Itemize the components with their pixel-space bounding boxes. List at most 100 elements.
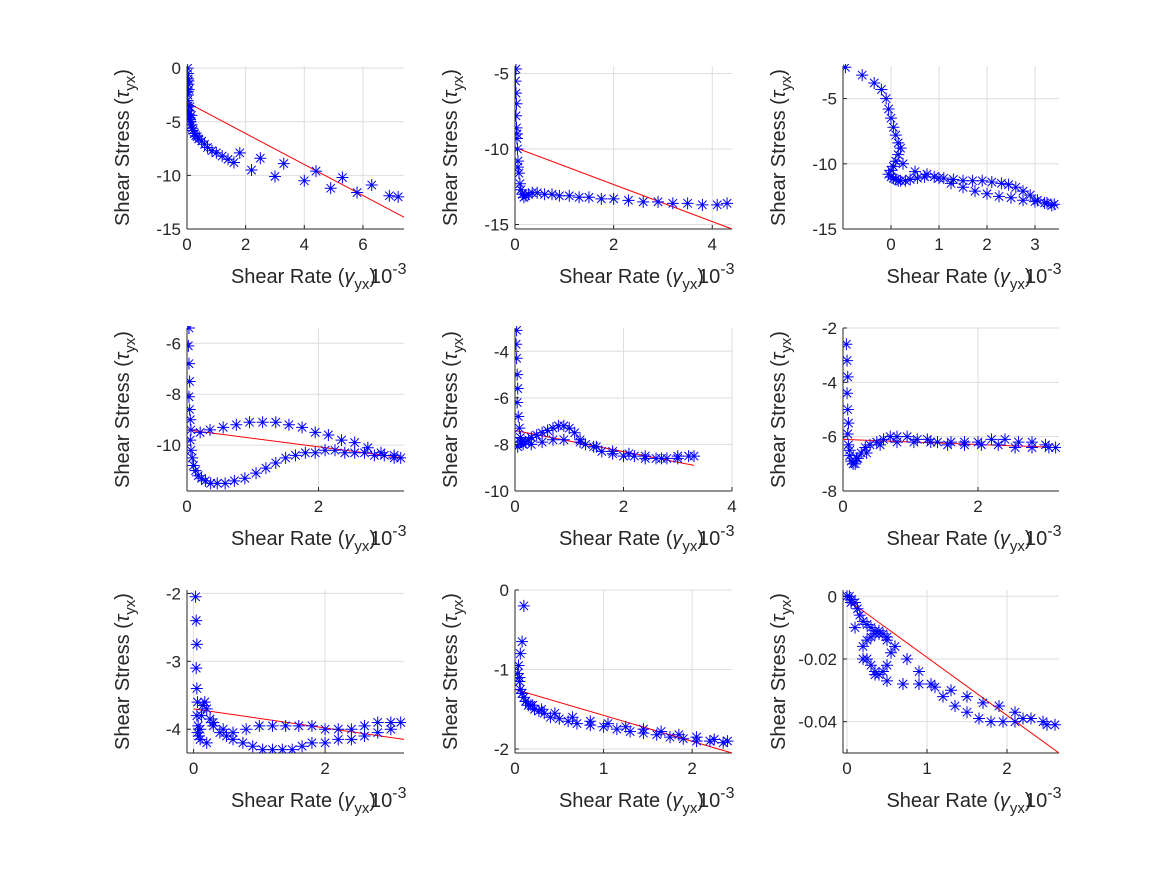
y-tick-label: -8 (494, 435, 509, 454)
data-point (351, 186, 364, 199)
data-point (368, 449, 381, 462)
x-label-symbol: γ (1000, 266, 1011, 288)
data-point (200, 736, 213, 749)
data-point (717, 736, 730, 749)
data-point (515, 382, 524, 395)
x-label-symbol: γ (672, 790, 683, 812)
y-tick-label: -10 (812, 155, 837, 174)
data-point (976, 174, 989, 187)
data-point (997, 715, 1009, 728)
data-point (268, 170, 281, 183)
data-point (194, 723, 207, 736)
y-tick-label: -3 (166, 652, 181, 671)
x-tick-label: 2 (320, 759, 329, 778)
data-point (907, 436, 920, 449)
data-point (515, 97, 523, 110)
data-point (925, 678, 937, 691)
y-axis-label: Shear Stress (τyx) (112, 331, 139, 488)
y-label-text: Shear Stress ( (440, 360, 462, 488)
data-point (557, 433, 570, 446)
x-tick-label: 1 (922, 759, 931, 778)
y-label-subscript: yx (450, 337, 467, 353)
fit-line (187, 102, 405, 218)
y-axis-label: Shear Stress (τyx) (440, 331, 467, 488)
data-point (515, 671, 526, 684)
data-point (515, 659, 525, 672)
data-point (1017, 194, 1029, 207)
data-point (187, 459, 200, 472)
x-label-subscript: yx (1010, 800, 1026, 817)
x-label-symbol: γ (1000, 528, 1011, 550)
data-point (256, 743, 269, 753)
data-point (515, 109, 522, 122)
data-point (192, 730, 205, 743)
data-point (515, 396, 524, 409)
x-exponent-label: 10-3 (698, 261, 735, 288)
data-point (538, 707, 551, 720)
data-point (843, 444, 856, 457)
data-point (194, 733, 207, 746)
data-point (941, 438, 954, 451)
data-point (515, 177, 526, 190)
x-exponent-label: 10-3 (370, 523, 407, 550)
data-point (371, 726, 384, 739)
x-label-tail: ) (369, 266, 376, 288)
data-point (191, 726, 204, 739)
data-point (885, 112, 897, 125)
data-point (187, 413, 197, 426)
y-tick-label: -5 (494, 65, 509, 84)
data-point (985, 715, 997, 728)
data-point (869, 668, 881, 681)
y-label-symbol: τ (112, 613, 134, 622)
data-point (637, 195, 650, 208)
data-point (992, 438, 1005, 451)
data-point (573, 191, 586, 204)
data-point (361, 441, 374, 454)
data-point (384, 716, 397, 729)
y-tick-label: -1 (494, 661, 509, 680)
x-exponent-label: 10-3 (1025, 523, 1062, 550)
data-point (843, 370, 854, 383)
x-exponent-label: 10-3 (370, 261, 407, 288)
y-label-tail: ) (112, 593, 134, 600)
data-point (666, 197, 679, 210)
data-point (236, 736, 249, 749)
x-label-symbol: γ (344, 528, 355, 550)
x-label-subscript: yx (354, 800, 370, 817)
fit-line (515, 429, 695, 466)
x-label-text: Shear Rate ( (886, 266, 1000, 288)
data-point (187, 113, 196, 126)
y-tick-label: -0.04 (798, 713, 837, 732)
data-point (322, 428, 335, 441)
data-point (187, 403, 196, 416)
data-layer (515, 64, 734, 229)
data-point (515, 121, 523, 134)
data-point (856, 69, 869, 82)
y-axis-label: Shear Stress (τyx) (112, 69, 139, 226)
data-point (309, 446, 322, 459)
data-point (889, 640, 901, 653)
data-point (266, 719, 279, 732)
data-point (859, 441, 872, 454)
data-point (933, 172, 945, 185)
data-point (877, 665, 889, 678)
data-point (324, 182, 337, 195)
data-point (384, 723, 397, 736)
data-point (865, 631, 877, 644)
data-point (205, 144, 218, 157)
data-point (187, 451, 199, 464)
x-tick-label: 0 (189, 759, 198, 778)
x-axis-label: Shear Rate (γyx) (559, 528, 704, 555)
x-exponent-label: 10-3 (1025, 785, 1062, 812)
data-point (319, 723, 332, 736)
data-point (211, 477, 224, 490)
x-exponent-label: 10-3 (1025, 261, 1062, 288)
data-point (374, 446, 387, 459)
data-point (1045, 199, 1058, 212)
y-tick-label: -10 (484, 482, 509, 501)
y-tick-label: -6 (494, 389, 509, 408)
data-point (617, 450, 630, 463)
